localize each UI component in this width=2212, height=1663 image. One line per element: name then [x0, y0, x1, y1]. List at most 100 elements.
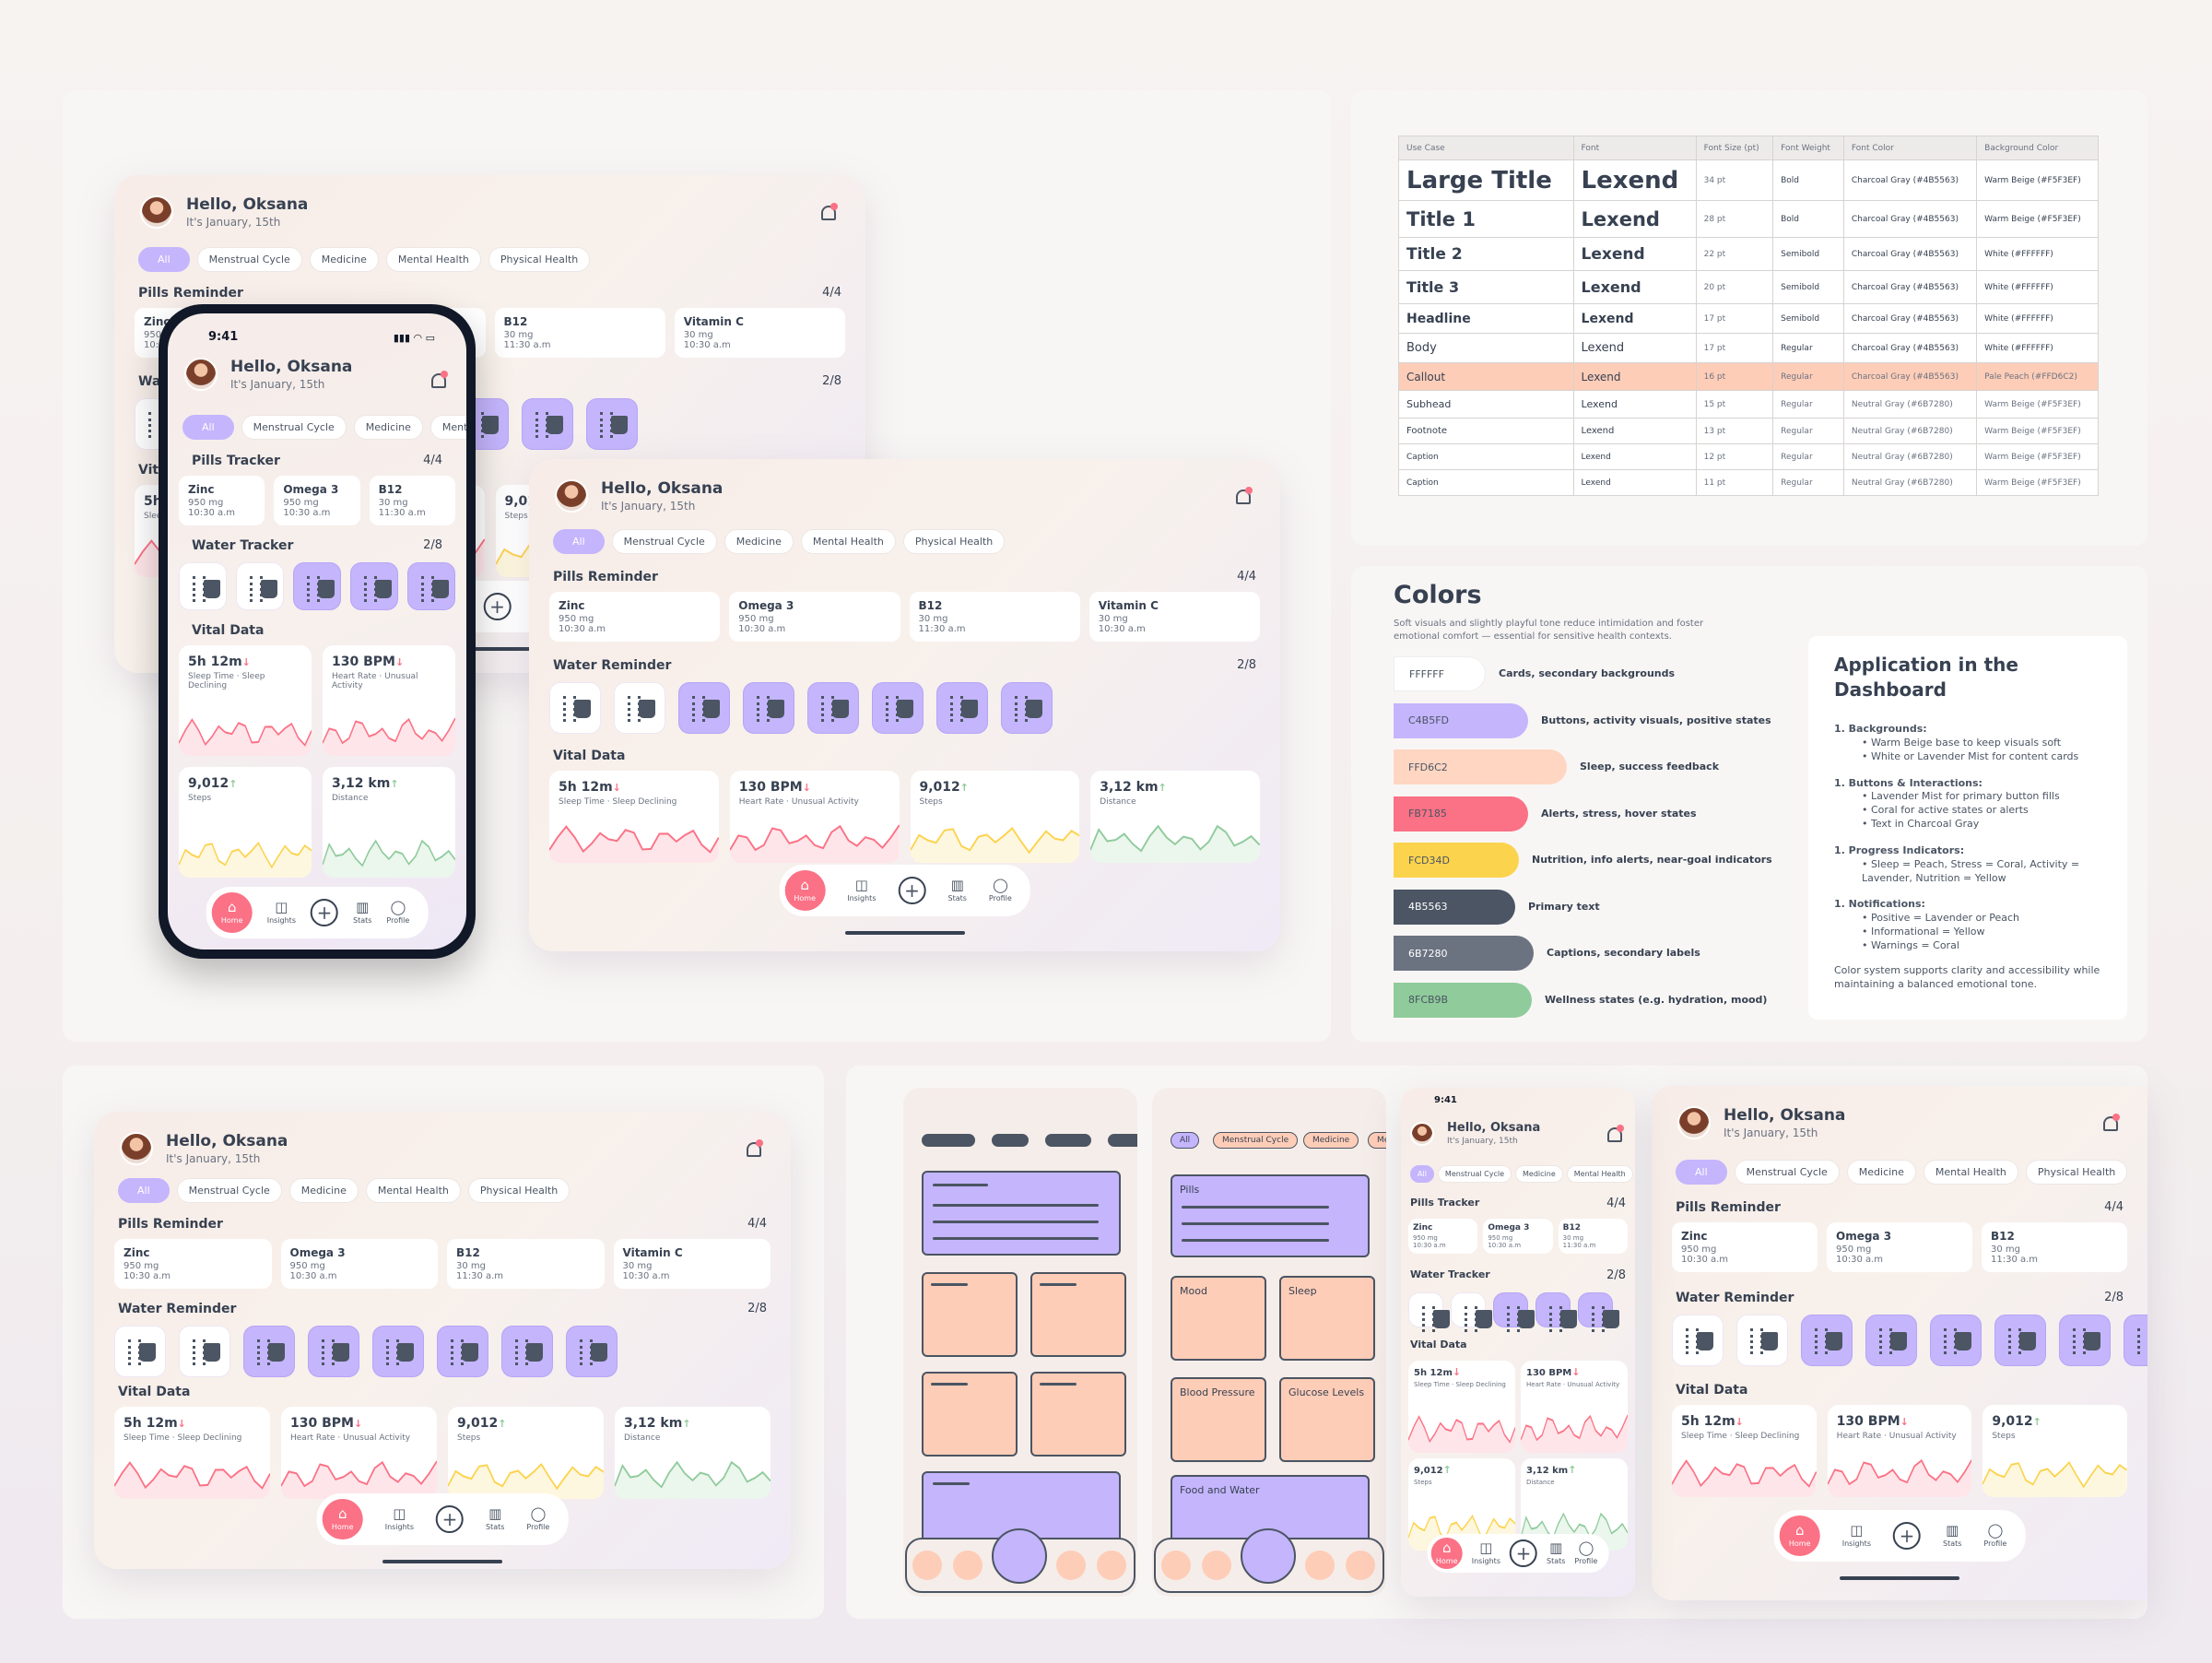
vital-card[interactable]: 130 BPM↓ Heart Rate · Unusual Activity [323, 645, 455, 756]
vital-card[interactable]: 130 BPM↓ Heart Rate · Unusual Activity [281, 1407, 437, 1499]
vital-card[interactable]: 3,12 km↑ Distance [323, 767, 455, 878]
chip-mental-health[interactable]: Mental Health [1923, 1160, 2018, 1185]
nav-insights-button[interactable]: ◫Insights [847, 879, 876, 903]
water-cup-icon[interactable] [2124, 1315, 2147, 1366]
nav-home-button[interactable]: ⌂Home [1430, 1538, 1463, 1569]
water-cup-icon[interactable] [350, 562, 398, 610]
water-cup-icon[interactable] [114, 1326, 166, 1377]
nav-stats-button[interactable]: ▥Stats [353, 901, 371, 926]
water-cup-icon[interactable] [243, 1326, 295, 1377]
water-cup-icon[interactable] [807, 682, 859, 734]
pill-card[interactable]: Vitamin C 30 mg 10:30 a.m [674, 308, 845, 358]
water-cup-icon[interactable] [372, 1326, 424, 1377]
water-cup-icon[interactable] [2059, 1315, 2111, 1366]
chip-medicine[interactable]: Medicine [309, 247, 379, 272]
water-cup-icon[interactable] [501, 1326, 553, 1377]
water-cup-icon[interactable] [1408, 1292, 1450, 1332]
chip-physical-health[interactable]: Physical Health [467, 1178, 571, 1203]
vital-card[interactable]: 9,012↑ Steps [1983, 1405, 2128, 1497]
vital-card[interactable]: 3,12 km↑ Distance [615, 1407, 771, 1499]
nav-profile-button[interactable]: ◯Profile [989, 879, 1012, 903]
pill-card[interactable]: B12 30 mg 11:30 a.m [447, 1239, 605, 1289]
avatar[interactable] [120, 1132, 153, 1165]
nav-home-button[interactable]: ⌂Home [1779, 1516, 1820, 1556]
pill-card[interactable]: B12 30 mg 11:30 a.m [369, 476, 455, 525]
chip-mental-health[interactable]: Mental Health [365, 1178, 461, 1203]
chip-all[interactable]: All [138, 247, 190, 272]
chip-medicine[interactable]: Medicine [724, 529, 794, 554]
nav-stats-button[interactable]: ▥Stats [947, 879, 966, 903]
nav-insights-button[interactable]: ◫Insights [267, 901, 296, 926]
chip-mental-health[interactable]: Mental Health [1566, 1165, 1633, 1183]
vital-card[interactable]: 9,012↑ Steps [448, 1407, 604, 1499]
notification-bell-icon[interactable] [2100, 1114, 2120, 1134]
water-cup-icon[interactable] [1930, 1315, 1982, 1366]
water-cup-icon[interactable] [179, 562, 227, 610]
water-cup-icon[interactable] [1672, 1315, 1724, 1366]
chip-all[interactable]: All [182, 415, 234, 440]
water-cup-icon[interactable] [566, 1326, 618, 1377]
chip-all[interactable]: All [1676, 1160, 1727, 1185]
add-button[interactable]: + [435, 1505, 464, 1533]
chip-menstrual-cycle[interactable]: Menstrual Cycle [1437, 1165, 1512, 1183]
chip-mental-health[interactable]: Mental Health [800, 529, 896, 554]
chip-menstrual-cycle[interactable]: Menstrual Cycle [176, 1178, 282, 1203]
chip-physical-health[interactable]: Physical Health [2025, 1160, 2128, 1185]
avatar[interactable] [140, 195, 173, 229]
water-cup-icon[interactable] [936, 682, 988, 734]
water-cup-icon[interactable] [1801, 1315, 1853, 1366]
vital-card[interactable]: 5h 12m↓ Sleep Time · Sleep Declining [114, 1407, 270, 1499]
vital-card[interactable]: 5h 12m↓ Sleep Time · Sleep Declining [179, 645, 312, 756]
chip-physical-health[interactable]: Physical Health [902, 529, 1006, 554]
chip-all[interactable]: All [1410, 1165, 1434, 1183]
water-cup-icon[interactable] [179, 1326, 230, 1377]
nav-stats-button[interactable]: ▥Stats [1943, 1524, 1961, 1549]
water-cup-icon[interactable] [407, 562, 455, 610]
water-cup-icon[interactable] [1001, 682, 1053, 734]
vital-card[interactable]: 130 BPM↓ Heart Rate · Unusual Activity [729, 771, 900, 863]
add-button[interactable]: + [1892, 1522, 1921, 1550]
nav-profile-button[interactable]: ◯Profile [526, 1507, 549, 1532]
water-cup-icon[interactable] [1535, 1292, 1577, 1332]
nav-insights-button[interactable]: ◫Insights [1472, 1541, 1500, 1566]
avatar[interactable] [184, 358, 218, 391]
add-button[interactable]: + [898, 877, 926, 904]
notification-bell-icon[interactable] [1232, 487, 1253, 507]
chip-mental-health[interactable]: Mental Health [385, 247, 481, 272]
water-cup-icon[interactable] [549, 682, 601, 734]
water-cup-icon[interactable] [1994, 1315, 2046, 1366]
add-button[interactable]: + [1509, 1539, 1537, 1567]
water-cup-icon[interactable] [678, 682, 730, 734]
water-cup-icon[interactable] [743, 682, 794, 734]
water-cup-icon[interactable] [1736, 1315, 1788, 1366]
notification-bell-icon[interactable] [428, 371, 448, 391]
pill-card[interactable]: B12 30 mg 11:30 a.m [494, 308, 665, 358]
chip-menstrual-cycle[interactable]: Menstrual Cycle [196, 247, 302, 272]
vital-card[interactable]: 130 BPM↓ Heart Rate · Unusual Activity [1827, 1405, 1972, 1497]
nav-insights-button[interactable]: ◫Insights [1842, 1524, 1871, 1549]
water-cup-icon[interactable] [437, 1326, 488, 1377]
water-cup-icon[interactable] [522, 398, 573, 450]
nav-profile-button[interactable]: ◯Profile [1574, 1541, 1597, 1566]
nav-profile-button[interactable]: ◯Profile [386, 901, 409, 926]
chip-menstrual-cycle[interactable]: Menstrual Cycle [611, 529, 717, 554]
notification-bell-icon[interactable] [818, 203, 838, 223]
chip-medicine[interactable]: Medicine [288, 1178, 359, 1203]
chip-all[interactable]: All [118, 1178, 170, 1203]
water-cup-icon[interactable] [1865, 1315, 1917, 1366]
avatar[interactable] [1410, 1121, 1434, 1146]
chip-physical-health[interactable]: Physical Health [488, 247, 591, 272]
pill-card[interactable]: Vitamin C 30 mg 10:30 a.m [613, 1239, 771, 1289]
chip-medicine[interactable]: Medicine [1846, 1160, 1916, 1185]
avatar[interactable] [1677, 1106, 1711, 1139]
vital-card[interactable]: 5h 12m↓ Sleep Time · Sleep Declining [1408, 1361, 1515, 1453]
pill-card[interactable]: B12 30 mg 11:30 a.m [909, 592, 1080, 642]
chip-menstrual-cycle[interactable]: Menstrual Cycle [1734, 1160, 1840, 1185]
nav-home-button[interactable]: ⌂Home [211, 892, 253, 933]
add-button[interactable]: + [483, 593, 512, 620]
chip-mental-health[interactable]: Mental Health [429, 415, 466, 440]
